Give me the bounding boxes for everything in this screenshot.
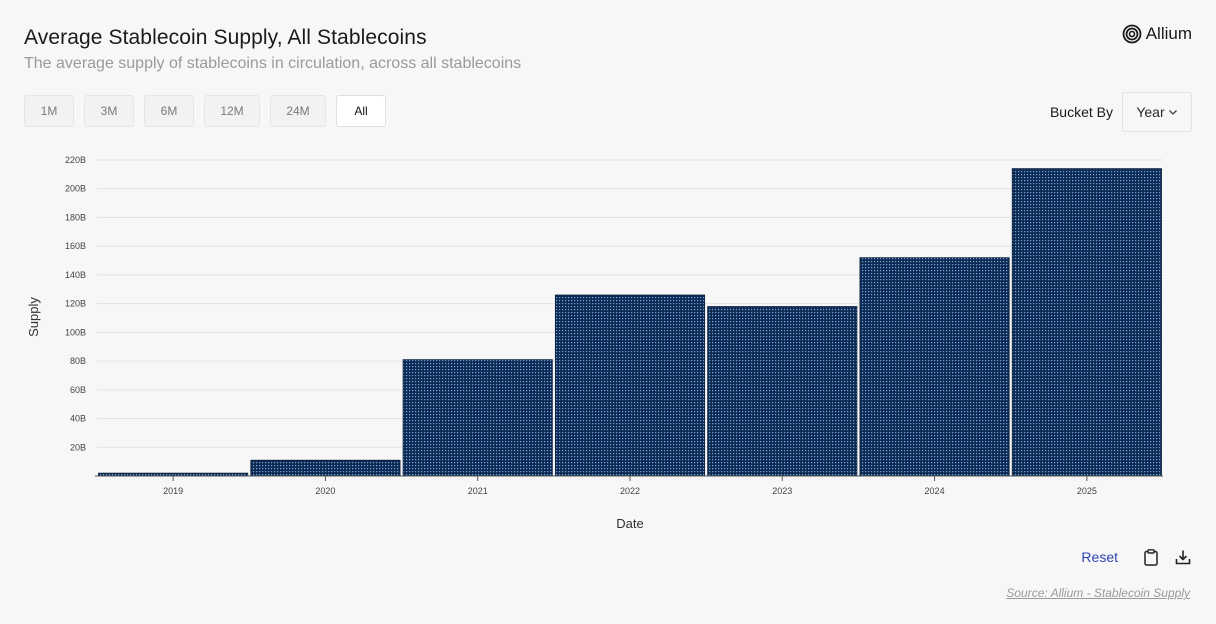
x-axis-title: Date (616, 516, 643, 531)
x-tick-label: 2019 (163, 486, 183, 496)
range-button-12m[interactable]: 12M (204, 95, 260, 127)
bar-2021[interactable] (402, 359, 553, 477)
x-tick-label: 2024 (925, 486, 945, 496)
range-button-3m[interactable]: 3M (84, 95, 134, 127)
clipboard-icon[interactable] (1142, 547, 1160, 567)
chart-subtitle: The average supply of stablecoins in cir… (24, 55, 522, 72)
bucket-by-select[interactable]: Year (1122, 92, 1192, 132)
bar-2023[interactable] (707, 306, 858, 477)
y-tick-label: 200B (65, 184, 86, 194)
bar-2022[interactable] (554, 294, 706, 477)
x-tick-label: 2020 (315, 486, 335, 496)
reset-button[interactable]: Reset (1081, 549, 1118, 565)
x-tick-label: 2022 (620, 486, 640, 496)
y-tick-label: 160B (65, 241, 86, 251)
source-link[interactable]: Source: Allium - Stablecoin Supply (1006, 586, 1190, 600)
y-axis-title: Supply (26, 297, 41, 337)
y-tick-label: 40B (70, 414, 86, 424)
brand-logo: Allium (1122, 24, 1192, 44)
y-tick-label: 220B (65, 155, 86, 165)
y-tick-label: 60B (70, 385, 86, 395)
range-button-all[interactable]: All (336, 95, 386, 127)
chart-actions: Reset (1081, 547, 1192, 567)
y-tick-label: 100B (65, 327, 86, 337)
x-tick-label: 2025 (1077, 486, 1097, 496)
range-selector: 1M 3M 6M 12M 24M All (24, 95, 386, 127)
y-tick-label: 20B (70, 442, 86, 452)
y-tick-label: 140B (65, 270, 86, 280)
range-button-1m[interactable]: 1M (24, 95, 74, 127)
range-button-24m[interactable]: 24M (270, 95, 326, 127)
bucket-by-label: Bucket By (1049, 104, 1113, 120)
bar-2024[interactable] (859, 257, 1010, 477)
x-tick-label: 2023 (772, 486, 792, 496)
bar-2020[interactable] (250, 459, 401, 477)
x-tick-label: 2021 (468, 486, 488, 496)
chevron-down-icon (1168, 110, 1177, 115)
y-tick-label: 180B (65, 212, 86, 222)
bar-chart: 20B 40B 60B 80B 100B 120B 140B 160B 180B 200B 220B… (26, 155, 1163, 531)
y-tick-label: 80B (70, 356, 86, 366)
range-button-6m[interactable]: 6M (144, 95, 194, 127)
chart-title: Average Stablecoin Supply, All Stablecoi… (24, 26, 427, 49)
bucket-by-value: Year (1136, 104, 1165, 120)
brand-name: Allium (1145, 24, 1192, 43)
bar-2025[interactable] (1011, 168, 1162, 477)
y-tick-label: 120B (65, 299, 86, 309)
download-icon[interactable] (1174, 547, 1192, 567)
allium-logo-icon (1122, 24, 1142, 44)
